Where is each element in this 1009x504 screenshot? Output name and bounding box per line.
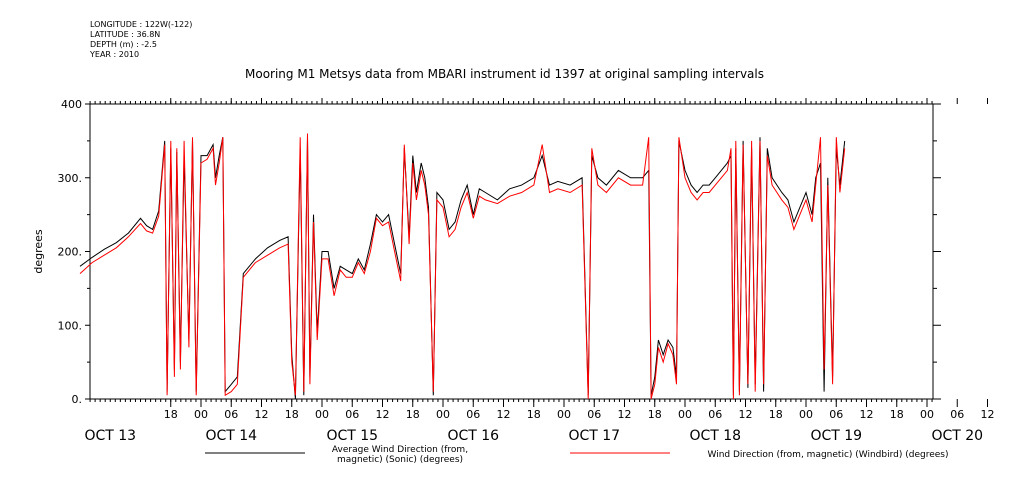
series-line-windbird	[79, 133, 846, 400]
x-hour-label: 18	[890, 408, 904, 421]
x-hour-label: 06	[224, 408, 238, 421]
x-hour-label: 00	[194, 408, 208, 421]
y-tick-label: 400	[61, 98, 82, 111]
longitude-text: LONGITUDE : 122W(-122)	[90, 20, 193, 29]
legend-label-windbird: Wind Direction (from, magnetic) (Windbir…	[708, 450, 949, 460]
x-hour-label: 06	[466, 408, 480, 421]
x-hour-label: 00	[315, 408, 329, 421]
x-hour-label: 06	[829, 408, 843, 421]
x-hour-label: 12	[860, 408, 874, 421]
plot-frame	[89, 103, 934, 400]
x-hour-label: 12	[981, 408, 995, 421]
x-hour-label: 18	[527, 408, 541, 421]
x-date-label: OCT 16	[447, 428, 499, 444]
x-hour-label: 06	[345, 408, 359, 421]
x-hour-label: 18	[406, 408, 420, 421]
y-tick-label: 200.	[58, 246, 83, 259]
x-hour-label: 18	[769, 408, 783, 421]
legend-label-sonic-line2: magnetic) (Sonic) (degrees)	[337, 455, 463, 465]
x-hour-label: 12	[376, 408, 390, 421]
x-hour-label: 18	[285, 408, 299, 421]
metadata-block: LONGITUDE : 122W(-122) LATITUDE : 36.8N …	[90, 20, 192, 60]
x-date-label: OCT 14	[205, 428, 257, 444]
x-hour-label: 18	[164, 408, 178, 421]
x-hour-label: 12	[618, 408, 632, 421]
x-hour-label: 18	[648, 408, 662, 421]
y-tick-label: 300.	[58, 172, 83, 185]
y-tick-label: 0.	[72, 393, 83, 406]
x-hour-label: 06	[587, 408, 601, 421]
x-hour-label: 00	[920, 408, 934, 421]
latitude-text: LATITUDE : 36.8N	[90, 30, 161, 39]
y-tick-label: 100.	[58, 319, 83, 332]
x-hour-label: 12	[739, 408, 753, 421]
x-hour-label: 00	[799, 408, 813, 421]
x-hour-label: 06	[950, 408, 964, 421]
y-axis-label: degrees	[32, 229, 45, 274]
x-date-label: OCT 18	[689, 428, 741, 444]
x-date-label: OCT 13	[84, 428, 136, 444]
x-date-label: OCT 17	[568, 428, 620, 444]
x-date-label: OCT 19	[810, 428, 862, 444]
x-hour-label: 12	[497, 408, 511, 421]
chart-title: Mooring M1 Metsys data from MBARI instru…	[245, 67, 764, 81]
x-hour-label: 00	[557, 408, 571, 421]
year-text: YEAR : 2010	[90, 50, 140, 59]
x-hour-label: 12	[255, 408, 269, 421]
x-hour-label: 06	[708, 408, 722, 421]
x-date-label: OCT 15	[326, 428, 378, 444]
x-hour-label: 00	[678, 408, 692, 421]
x-date-label: OCT 20	[931, 428, 983, 444]
x-hour-label: 00	[436, 408, 450, 421]
depth-text: DEPTH (m) : -2.5	[90, 40, 157, 49]
legend-label-sonic: Average Wind Direction (from,	[332, 445, 468, 455]
